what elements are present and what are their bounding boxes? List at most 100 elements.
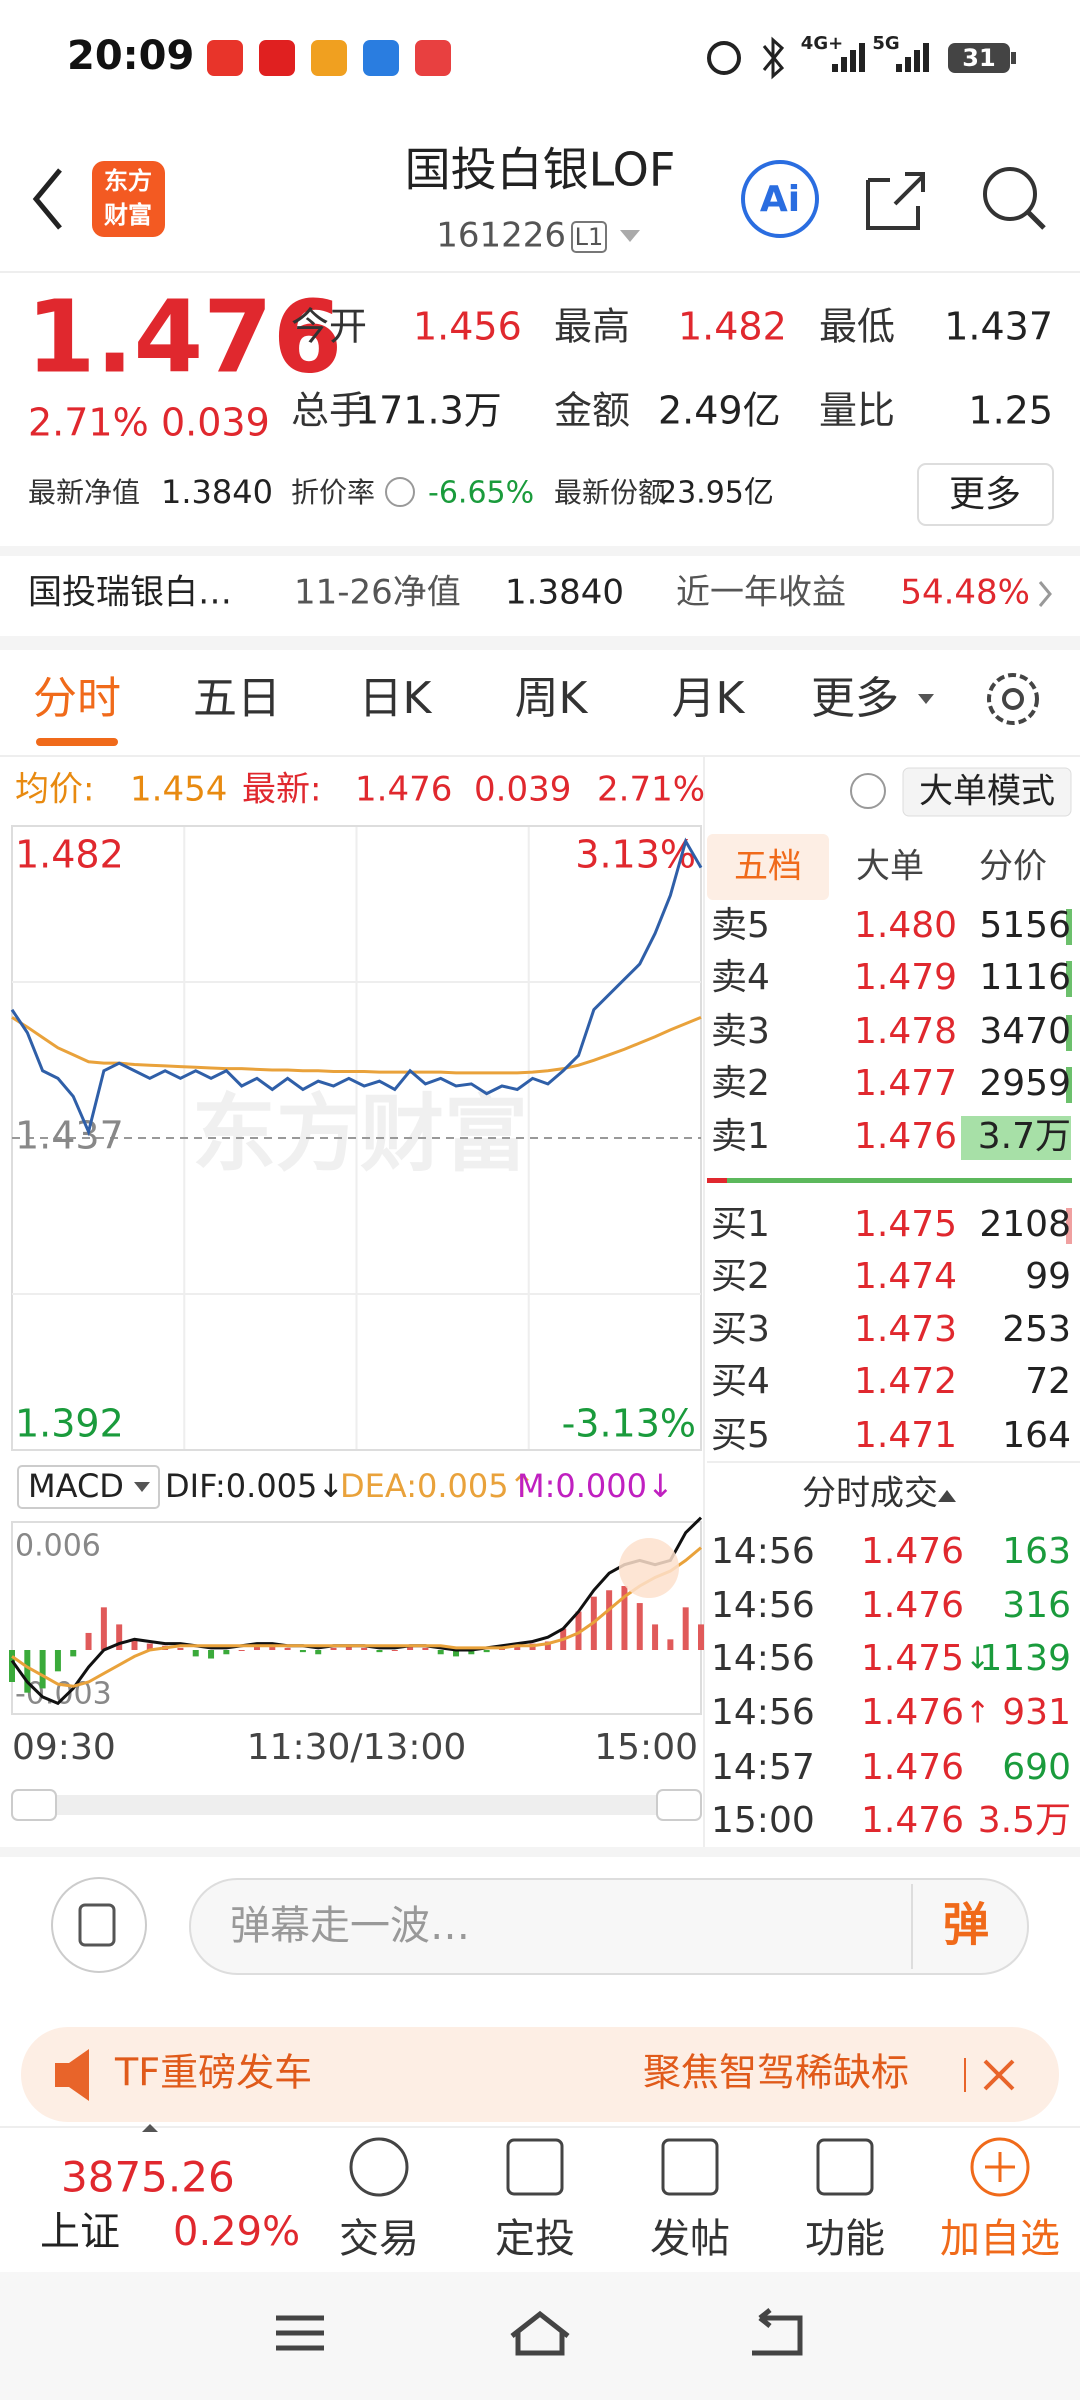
banner-text[interactable]: 聚焦智驾稀缺标	[643, 2051, 909, 2095]
book-price: 1.472	[854, 1361, 957, 1402]
macd-tick-label: -0.003	[15, 1677, 112, 1712]
help-icon[interactable]	[850, 773, 886, 809]
book-price: 1.479	[854, 957, 957, 998]
tab[interactable]: 五日	[193, 673, 281, 724]
macd-selector[interactable]	[17, 1465, 160, 1509]
trade-volume: 931	[1002, 1692, 1071, 1733]
settings-icon[interactable]	[987, 673, 1039, 725]
volume-bar	[1066, 961, 1072, 997]
y-tick-label: 1.437	[15, 1114, 124, 1158]
comment-input[interactable]	[189, 1878, 1029, 1975]
related-name: 国投瑞银白…	[28, 573, 232, 613]
tab[interactable]: 周K	[515, 673, 589, 724]
tab[interactable]: 分时	[33, 673, 121, 724]
trade-time: 14:56	[711, 1585, 815, 1626]
mode-button[interactable]	[902, 767, 1072, 817]
close-button[interactable]	[983, 2059, 1015, 2091]
signal-bar	[905, 57, 911, 72]
back-key[interactable]	[752, 2308, 803, 2356]
banner[interactable]	[21, 2027, 1059, 2122]
macd-bar	[315, 1650, 322, 1655]
more-text[interactable]: 更多	[949, 474, 1021, 515]
nav-item[interactable]: 交易	[339, 2216, 419, 2262]
ai-button[interactable]	[741, 160, 819, 238]
ai-text[interactable]: Ai	[760, 179, 800, 220]
macd-bar	[636, 1603, 643, 1650]
app-icon	[207, 40, 243, 76]
latest-label: 最新:	[242, 770, 321, 810]
home-key[interactable]	[510, 2310, 570, 2356]
return-label: 近一年收益	[676, 573, 846, 613]
scroll-handle[interactable]	[656, 1789, 702, 1821]
macd-bar	[514, 1645, 521, 1650]
change: 0.039	[161, 401, 270, 445]
index-value[interactable]: 3875.26	[61, 2153, 235, 2202]
nav-label: 最新净值	[28, 476, 140, 509]
stat-value: 1.25	[968, 389, 1053, 433]
book-price: 1.473	[854, 1309, 957, 1350]
scroll-handle[interactable]	[11, 1789, 57, 1821]
info-icon	[385, 477, 415, 507]
page-title: 国投白银LOF	[405, 143, 676, 197]
related-nav-date: 11-26净值	[294, 573, 461, 613]
search-icon[interactable]	[983, 167, 1037, 221]
scrollbar	[12, 1795, 701, 1815]
nav-item[interactable]: 功能	[805, 2216, 885, 2262]
nav-item[interactable]: 发帖	[650, 2216, 730, 2262]
separator	[0, 546, 1080, 556]
return-value: 54.48%	[900, 573, 1030, 613]
last-price: 1.476	[26, 278, 342, 395]
book-tab[interactable]: 大单	[856, 847, 924, 887]
volume-bar	[1066, 909, 1072, 945]
comment-settings[interactable]	[51, 1877, 147, 1973]
app-icon	[311, 40, 347, 76]
volume-bar	[1066, 1015, 1072, 1051]
more-button[interactable]	[917, 463, 1054, 526]
back-button[interactable]	[32, 168, 62, 230]
tab[interactable]: 更多	[811, 673, 899, 724]
trade-price: 1.476	[861, 1585, 964, 1626]
book-tab[interactable]: 分价	[979, 847, 1047, 887]
banner-text[interactable]: TF重磅发车	[114, 2051, 312, 2095]
macd-bar	[284, 1647, 291, 1650]
tab[interactable]: 月K	[672, 673, 746, 724]
split-green	[727, 1178, 1072, 1183]
book-tab[interactable]: 五档	[734, 847, 802, 887]
mode-text[interactable]: 大单模式	[919, 772, 1055, 812]
index-name[interactable]: 上证	[40, 2209, 120, 2255]
stat-label: 今开	[291, 305, 367, 349]
nav-item[interactable]: 定投	[495, 2216, 575, 2262]
macd-bar	[483, 1650, 490, 1653]
latest-value: 1.476	[355, 770, 452, 810]
send-button[interactable]: 弹	[943, 1898, 989, 1952]
sort-arrow	[938, 1490, 956, 1502]
macd-bar	[407, 1645, 414, 1650]
book-volume: 5156	[979, 905, 1071, 946]
nav-item[interactable]: 加自选	[940, 2216, 1060, 2262]
share-icon[interactable]	[866, 172, 925, 230]
book-label: 卖3	[711, 1011, 770, 1052]
macd-selector-text[interactable]: MACD	[28, 1467, 124, 1505]
dropdown-arrow	[134, 1482, 150, 1492]
avg-value: 1.454	[130, 770, 227, 810]
macd-bar	[437, 1650, 444, 1655]
book-volume: 3470	[979, 1011, 1071, 1052]
dropdown-arrow	[918, 694, 934, 704]
comment-placeholder[interactable]: 弹幕走一波…	[230, 1903, 470, 1949]
fund-code: 161226	[436, 216, 566, 256]
menu-key[interactable]	[276, 2315, 324, 2351]
index-change[interactable]: 0.29%	[173, 2209, 300, 2255]
book-volume: 2959	[979, 1063, 1071, 1104]
nav-icon	[661, 2138, 719, 2196]
macd-bar	[299, 1650, 306, 1653]
macd-bar	[85, 1632, 92, 1650]
y-tick-label: 1.482	[15, 833, 124, 877]
macd-bar	[39, 1650, 46, 1689]
tab[interactable]: 日K	[359, 673, 433, 724]
settings-core	[1002, 688, 1024, 710]
book-label: 卖4	[711, 957, 770, 998]
system-bar	[0, 2272, 1080, 2400]
trade-price: 1.476	[861, 1800, 964, 1841]
